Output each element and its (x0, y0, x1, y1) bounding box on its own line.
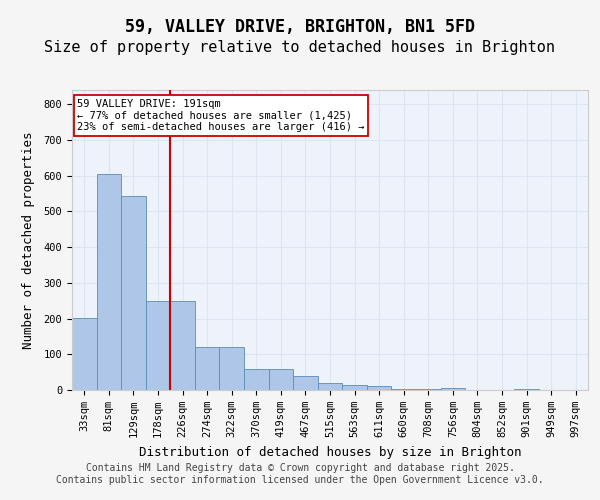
Bar (293, 376, 318, 390)
Text: Size of property relative to detached houses in Brighton: Size of property relative to detached ho… (44, 40, 556, 55)
Bar (440, 388, 465, 390)
Text: Contains HM Land Registry data © Crown copyright and database right 2025.
Contai: Contains HM Land Registry data © Crown c… (56, 464, 544, 485)
Bar (342, 384, 367, 390)
Bar (318, 383, 342, 390)
Bar (220, 347, 244, 390)
Bar (97, 174, 121, 390)
Bar (170, 302, 195, 390)
Bar (72, 318, 97, 390)
Bar (391, 389, 416, 390)
Text: 59 VALLEY DRIVE: 191sqm
← 77% of detached houses are smaller (1,425)
23% of semi: 59 VALLEY DRIVE: 191sqm ← 77% of detache… (77, 99, 365, 132)
Bar (244, 368, 269, 390)
X-axis label: Distribution of detached houses by size in Brighton: Distribution of detached houses by size … (139, 446, 521, 458)
Bar (269, 370, 293, 390)
Bar (195, 347, 220, 390)
Bar (514, 388, 539, 390)
Bar (121, 196, 146, 390)
Bar (367, 386, 391, 390)
Text: 59, VALLEY DRIVE, BRIGHTON, BN1 5FD: 59, VALLEY DRIVE, BRIGHTON, BN1 5FD (125, 18, 475, 36)
Bar (146, 300, 170, 390)
Y-axis label: Number of detached properties: Number of detached properties (22, 131, 35, 349)
